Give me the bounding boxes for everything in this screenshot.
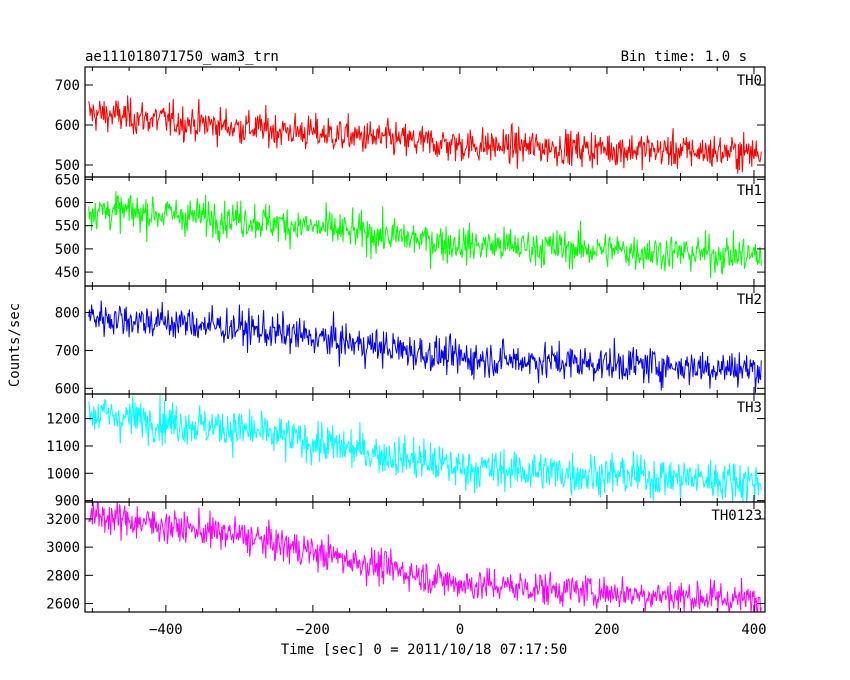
y-tick-label: 600: [55, 196, 80, 212]
y-tick-label: 700: [55, 78, 80, 94]
y-tick-label: 600: [55, 118, 80, 134]
x-tick-label: 200: [594, 622, 619, 638]
panel-label-th2: TH2: [737, 292, 762, 308]
x-tick-label: −400: [149, 622, 183, 638]
y-tick-label: 800: [55, 306, 80, 322]
panel-label-th0123: TH0123: [711, 508, 762, 524]
y-tick-label: 1200: [46, 412, 80, 428]
series-line-th0: [88, 95, 762, 174]
series-line-th0123: [88, 500, 762, 613]
y-tick-label: 600: [55, 381, 80, 397]
series-line-th1: [88, 191, 762, 279]
panels-group: 500 600 700 TH0 450 500 550 600 650 TH1 600 700 800 T…: [46, 66, 767, 638]
y-tick-label: 3000: [46, 540, 80, 556]
y-tick-label: 650: [55, 172, 80, 188]
x-tick-label: 0: [456, 622, 464, 638]
y-axis-label: Counts/sec: [7, 303, 23, 387]
bin-time-label: Bin time: 1.0 s: [621, 49, 747, 65]
y-tick-label: 2800: [46, 568, 80, 584]
plot-title: ae111018071750_wam3_trn: [85, 49, 279, 65]
panel-label-th1: TH1: [737, 183, 762, 199]
y-tick-label: 1100: [46, 439, 80, 455]
y-tick-label: 500: [55, 242, 80, 258]
y-tick-label: 2600: [46, 597, 80, 613]
panel-label-th3: TH3: [737, 400, 762, 416]
x-tick-label: −200: [296, 622, 330, 638]
y-tick-label: 700: [55, 343, 80, 359]
y-tick-label: 500: [55, 158, 80, 174]
panel-frame-th3: [84, 393, 766, 503]
y-tick-label: 450: [55, 265, 80, 281]
x-tick-label: 400: [741, 622, 766, 638]
series-line-th3: [88, 394, 762, 503]
y-tick-label: 900: [55, 494, 80, 510]
y-tick-label: 3200: [46, 512, 80, 528]
y-tick-label: 1000: [46, 466, 80, 482]
panel-label-th0: TH0: [737, 73, 762, 89]
x-axis-label: Time [sec] 0 = 2011/10/18 07:17:50: [281, 642, 568, 658]
series-line-th2: [88, 300, 762, 393]
panel-frame-th0123: [84, 501, 766, 613]
y-tick-label: 550: [55, 219, 80, 235]
